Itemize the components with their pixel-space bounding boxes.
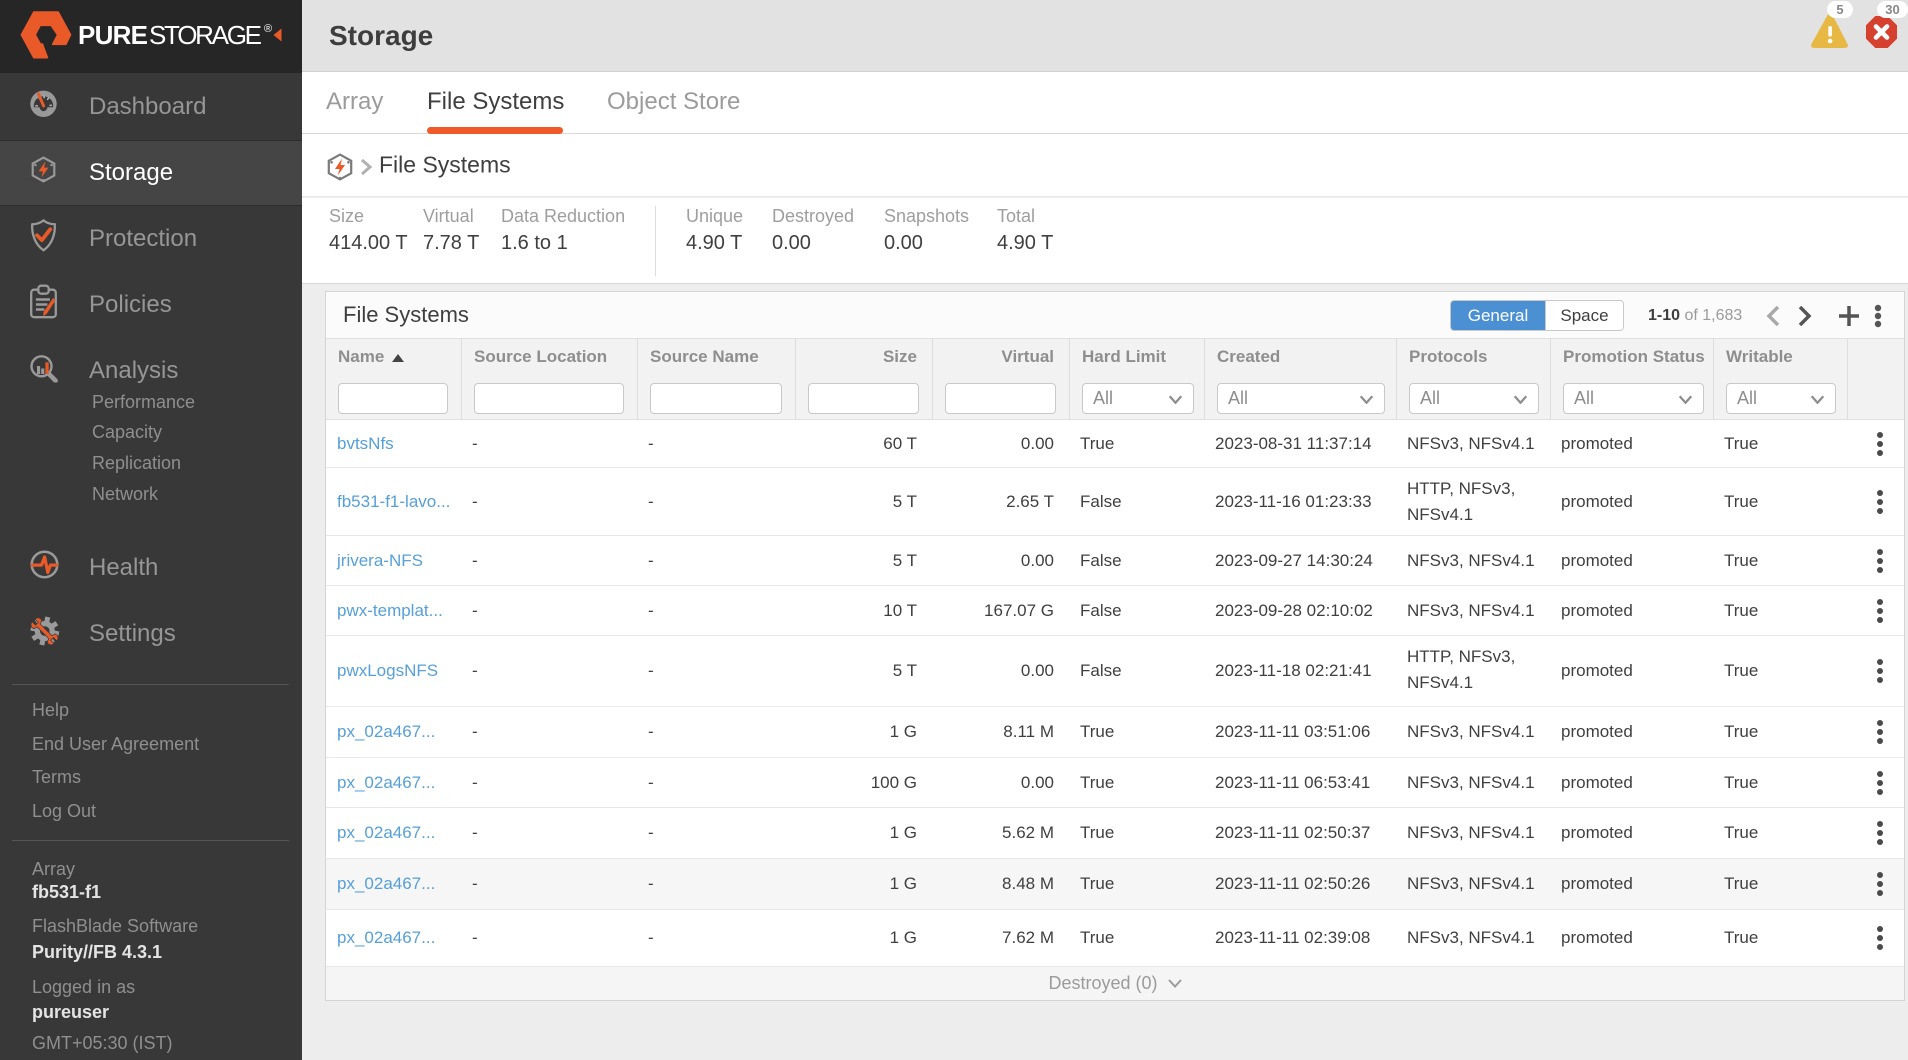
svg-text:PURE: PURE xyxy=(78,20,148,50)
svg-text:®: ® xyxy=(264,23,272,35)
svg-text:STORAGE: STORAGE xyxy=(149,20,262,50)
